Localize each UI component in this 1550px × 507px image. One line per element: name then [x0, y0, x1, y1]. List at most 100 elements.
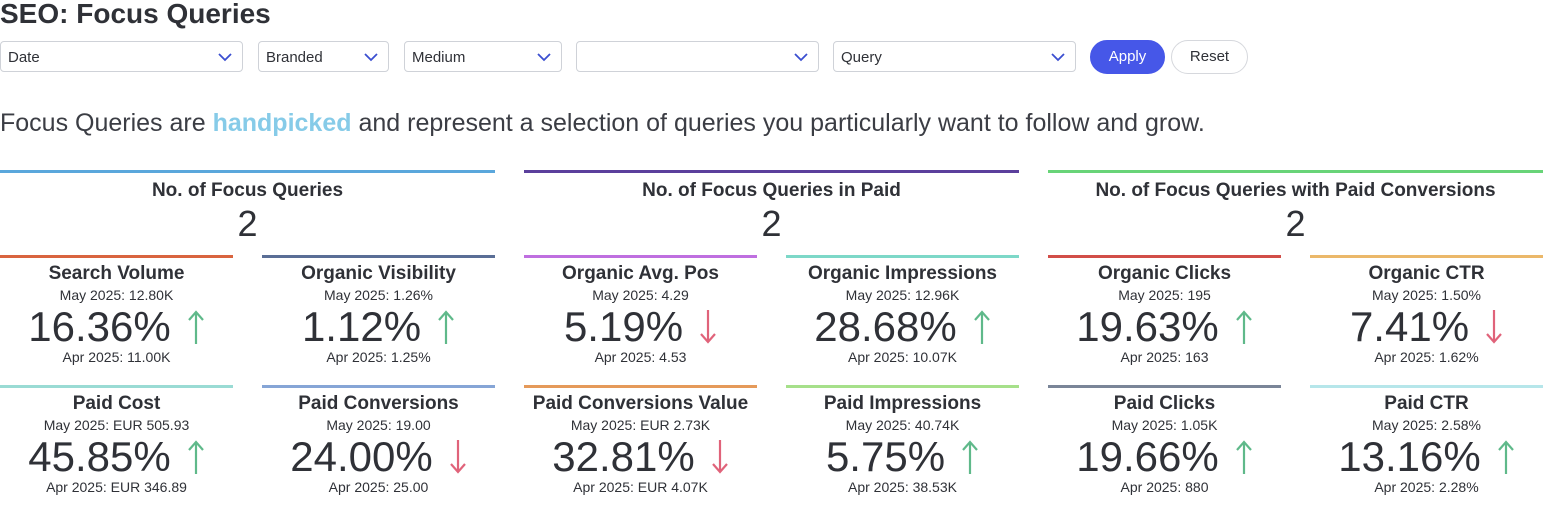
- metric-change-row: 32.81%: [524, 435, 757, 479]
- page-title: SEO: Focus Queries: [0, 0, 271, 29]
- chevron-down-icon: [364, 53, 378, 62]
- metric-current-period: May 2025: 1.26%: [324, 287, 433, 303]
- metric-previous-period: Apr 2025: 163: [1120, 349, 1209, 365]
- metric-current-period: May 2025: 40.74K: [845, 417, 960, 433]
- metric-card: Paid Impressions May 2025: 40.74K 5.75% Apr…: [786, 385, 1019, 496]
- metric-current-period: May 2025: 1.50%: [1372, 287, 1481, 303]
- metric-previous-period: Apr 2025: 4.53: [594, 349, 687, 365]
- metric-current-period: May 2025: 195: [1118, 287, 1211, 303]
- metric-change-row: 5.19%: [524, 305, 757, 349]
- metric-previous-period: Apr 2025: 2.28%: [1374, 479, 1479, 495]
- metric-previous-period: Apr 2025: 38.53K: [848, 479, 957, 495]
- chevron-down-icon: [1051, 53, 1065, 62]
- summary-card-title: No. of Focus Queries in Paid: [642, 180, 901, 201]
- metric-current-period: May 2025: 12.96K: [845, 287, 960, 303]
- metric-previous-period: Apr 2025: 10.07K: [848, 349, 957, 365]
- metric-change-row: 28.68%: [786, 305, 1019, 349]
- metric-title: Organic Avg. Pos: [562, 263, 719, 284]
- metric-change-percent: 32.81%: [552, 433, 695, 480]
- date-filter-label: Date: [8, 49, 40, 66]
- metric-change-percent: 19.66%: [1076, 433, 1219, 480]
- summary-card-focus-queries-conversions: No. of Focus Queries with Paid Conversio…: [1048, 170, 1543, 245]
- metric-change-row: 19.63%: [1048, 305, 1281, 349]
- query-filter-label: Query: [841, 49, 882, 66]
- metric-current-period: May 2025: 1.05K: [1111, 417, 1218, 433]
- metric-card: Organic Impressions May 2025: 12.96K 28.68…: [786, 255, 1019, 366]
- metric-title: Paid Conversions: [298, 393, 459, 414]
- metric-change-percent: 13.16%: [1338, 433, 1481, 480]
- summary-card-title: No. of Focus Queries: [151, 180, 344, 201]
- metric-change-row: 24.00%: [262, 435, 495, 479]
- arrow-down-icon: [1486, 310, 1502, 344]
- metric-title: Paid Impressions: [823, 393, 982, 414]
- metric-card: Paid CTR May 2025: 2.58% 13.16% Apr 2025: 2…: [1310, 385, 1543, 496]
- intro-text: Focus Queries are handpicked and represe…: [0, 109, 1205, 138]
- metric-change-percent: 45.85%: [28, 433, 171, 480]
- metric-change-row: 19.66%: [1048, 435, 1281, 479]
- summary-card-value: 2: [1285, 203, 1306, 244]
- metric-change-row: 7.41%: [1310, 305, 1543, 349]
- metric-title: Paid Clicks: [1113, 393, 1216, 414]
- metric-change-percent: 1.12%: [301, 303, 422, 350]
- metric-change-percent: 19.63%: [1076, 303, 1219, 350]
- metric-previous-period: Apr 2025: EUR 346.89: [46, 479, 187, 495]
- metric-title: Organic Visibility: [301, 263, 456, 284]
- metric-current-period: May 2025: 19.00: [326, 417, 431, 433]
- intro-highlight-link[interactable]: handpicked: [212, 109, 352, 137]
- empty-filter-dropdown[interactable]: [576, 41, 819, 72]
- arrow-up-icon: [962, 440, 978, 474]
- branded-filter-label: Branded: [266, 49, 323, 66]
- metric-title: Organic Impressions: [807, 263, 997, 284]
- metric-card: Paid Cost May 2025: EUR 505.93 45.85% Apr 2…: [0, 385, 233, 496]
- metric-change-row: 1.12%: [262, 305, 495, 349]
- metric-change-percent: 28.68%: [814, 303, 957, 350]
- metric-card: Paid Conversions Value May 2025: EUR 2.73…: [524, 385, 757, 496]
- date-filter-dropdown[interactable]: Date: [0, 41, 243, 72]
- reset-button[interactable]: Reset: [1171, 40, 1248, 74]
- arrow-down-icon: [449, 440, 466, 474]
- metric-current-period: May 2025: EUR 2.73K: [570, 417, 711, 433]
- metric-title: Paid Cost: [72, 393, 161, 414]
- metric-change-row: 45.85%: [0, 435, 233, 479]
- chevron-down-icon: [794, 53, 808, 62]
- summary-card-focus-queries: No. of Focus Queries 2: [0, 170, 495, 245]
- metric-change-row: 16.36%: [0, 305, 233, 349]
- medium-filter-dropdown[interactable]: Medium: [404, 41, 562, 72]
- metric-previous-period: Apr 2025: 880: [1120, 479, 1209, 495]
- metric-current-period: May 2025: 12.80K: [59, 287, 174, 303]
- metric-card: Organic Avg. Pos May 2025: 4.29 5.19% Apr 2…: [524, 255, 757, 366]
- summary-card-value: 2: [237, 203, 258, 244]
- metric-change-percent: 7.41%: [1349, 303, 1470, 350]
- metric-title: Paid Conversions Value: [532, 393, 749, 414]
- arrow-up-icon: [187, 310, 204, 344]
- metric-title: Search Volume: [48, 263, 185, 284]
- metric-title: Paid CTR: [1384, 393, 1469, 414]
- arrow-up-icon: [1235, 310, 1252, 344]
- metric-current-period: May 2025: 2.58%: [1372, 417, 1481, 433]
- arrow-down-icon: [700, 310, 716, 344]
- metric-card: Paid Conversions May 2025: 19.00 24.00% Apr…: [262, 385, 495, 496]
- chevron-down-icon: [218, 53, 232, 62]
- arrow-up-icon: [438, 310, 454, 344]
- metric-card: Organic Visibility May 2025: 1.26% 1.12% Ap…: [262, 255, 495, 366]
- branded-filter-dropdown[interactable]: Branded: [258, 41, 389, 72]
- summary-card-title: No. of Focus Queries with Paid Conversio…: [1095, 180, 1496, 201]
- metric-title: Organic CTR: [1368, 263, 1485, 284]
- arrow-up-icon: [187, 440, 204, 474]
- arrow-up-icon: [973, 310, 990, 344]
- metric-change-percent: 5.75%: [825, 433, 946, 480]
- metric-change-row: 5.75%: [786, 435, 1019, 479]
- metric-card: Paid Clicks May 2025: 1.05K 19.66% Apr 2025…: [1048, 385, 1281, 496]
- metric-title: Organic Clicks: [1097, 263, 1232, 284]
- metric-change-row: 13.16%: [1310, 435, 1543, 479]
- query-filter-dropdown[interactable]: Query: [833, 41, 1076, 72]
- metric-change-percent: 5.19%: [563, 303, 684, 350]
- metric-change-percent: 16.36%: [28, 303, 171, 350]
- apply-button[interactable]: Apply: [1090, 40, 1165, 74]
- summary-card-focus-queries-paid: No. of Focus Queries in Paid 2: [524, 170, 1019, 245]
- summary-card-value: 2: [761, 203, 782, 244]
- metric-previous-period: Apr 2025: 1.62%: [1374, 349, 1479, 365]
- metric-current-period: May 2025: 4.29: [592, 287, 689, 303]
- metric-change-percent: 24.00%: [290, 433, 433, 480]
- metric-card: Organic CTR May 2025: 1.50% 7.41% Apr 2025:…: [1310, 255, 1543, 366]
